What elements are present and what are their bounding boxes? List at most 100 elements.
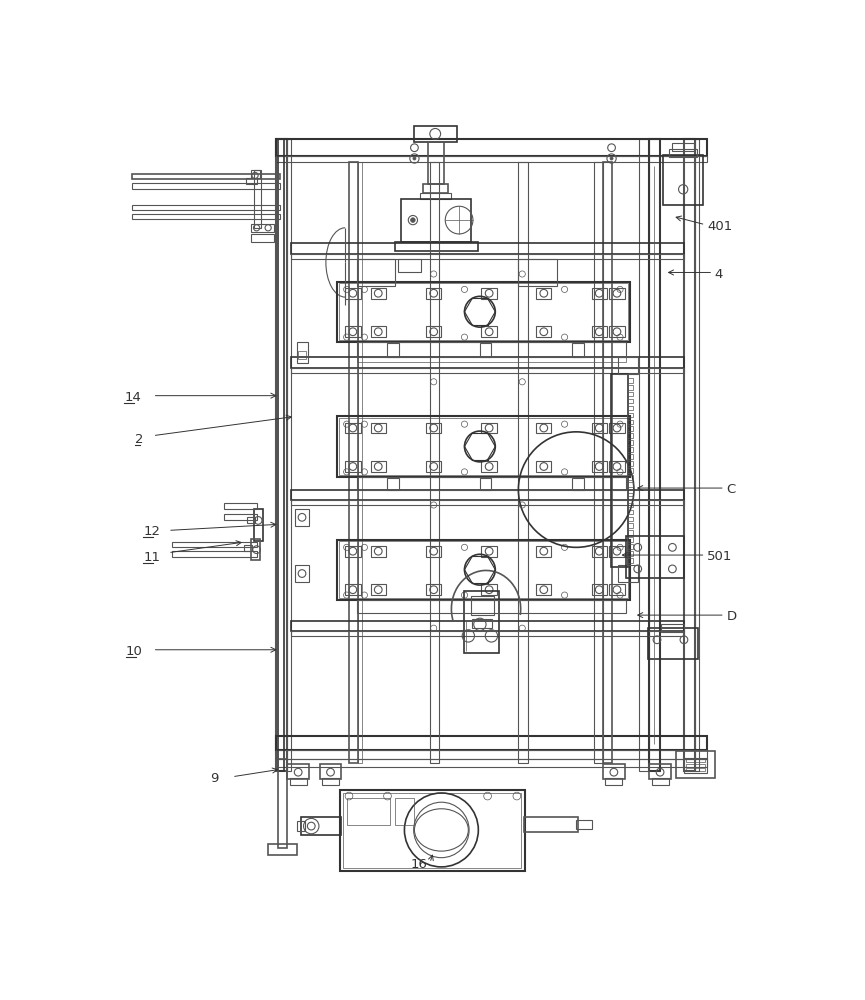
Bar <box>286 139 292 771</box>
Bar <box>268 844 298 855</box>
Bar <box>627 489 633 493</box>
Circle shape <box>411 218 415 222</box>
Bar <box>536 461 552 472</box>
Bar <box>247 517 255 523</box>
Bar <box>246 178 257 184</box>
Bar <box>426 326 441 337</box>
Bar <box>340 790 524 871</box>
Bar <box>627 496 633 500</box>
Text: C: C <box>727 483 735 496</box>
Bar <box>279 759 287 848</box>
Bar <box>398 259 421 272</box>
Bar <box>339 418 629 475</box>
Bar <box>606 778 622 785</box>
Bar <box>573 478 584 490</box>
Bar <box>695 139 699 771</box>
Bar <box>370 461 386 472</box>
Bar <box>672 143 694 151</box>
Bar <box>276 139 707 156</box>
Bar <box>370 584 386 595</box>
Bar <box>292 254 684 259</box>
Text: 14: 14 <box>125 391 141 404</box>
Bar <box>276 156 707 162</box>
Bar <box>370 326 386 337</box>
Text: 11: 11 <box>144 551 160 564</box>
Bar <box>356 342 626 357</box>
Bar <box>663 155 703 205</box>
Bar <box>345 288 361 299</box>
Bar <box>428 142 444 184</box>
Bar <box>290 778 306 785</box>
Bar <box>576 820 592 829</box>
Bar <box>320 764 342 779</box>
Bar <box>224 503 257 509</box>
Bar <box>480 343 491 357</box>
Bar <box>426 461 441 472</box>
Bar <box>482 546 497 557</box>
Bar <box>626 536 684 578</box>
Bar <box>524 817 578 832</box>
Bar <box>627 475 633 480</box>
Bar <box>686 764 705 767</box>
Text: 16: 16 <box>411 858 427 871</box>
Bar <box>518 259 557 286</box>
Bar <box>627 433 633 438</box>
Bar <box>609 584 625 595</box>
Bar <box>627 385 633 389</box>
Bar <box>611 374 628 567</box>
Bar <box>651 778 669 785</box>
Text: 9: 9 <box>210 772 219 785</box>
Bar <box>627 447 633 452</box>
Bar <box>388 478 399 490</box>
Bar <box>172 542 257 547</box>
Bar <box>684 758 707 773</box>
Bar <box>395 242 478 251</box>
Bar <box>627 461 633 466</box>
Bar <box>301 817 342 835</box>
Bar <box>650 139 660 771</box>
Bar <box>609 461 625 472</box>
Bar <box>292 500 684 505</box>
Bar <box>609 326 625 337</box>
Bar <box>414 126 457 142</box>
Bar <box>536 584 552 595</box>
Bar <box>298 821 305 831</box>
Bar <box>297 342 308 363</box>
Bar <box>370 288 386 299</box>
Bar <box>627 530 633 535</box>
Bar <box>370 423 386 433</box>
Bar <box>592 288 607 299</box>
Bar <box>618 357 638 374</box>
Bar <box>426 423 441 433</box>
Bar <box>295 565 309 582</box>
Bar <box>594 162 603 763</box>
Bar <box>348 798 390 825</box>
Bar <box>131 174 279 179</box>
Bar <box>426 288 441 299</box>
Bar <box>131 205 279 210</box>
Bar <box>592 584 607 595</box>
Bar <box>592 461 607 472</box>
Bar <box>292 368 684 373</box>
Bar <box>423 184 448 193</box>
Bar <box>686 759 705 762</box>
Bar <box>370 546 386 557</box>
Bar <box>251 170 260 178</box>
Bar <box>573 343 584 357</box>
Bar <box>131 214 279 219</box>
Bar <box>627 503 633 507</box>
Bar <box>482 584 497 595</box>
Bar <box>276 750 707 759</box>
Bar <box>627 378 633 383</box>
Bar <box>251 234 274 242</box>
Bar <box>295 509 309 526</box>
Bar <box>356 477 626 490</box>
Bar <box>618 565 638 582</box>
Bar <box>345 584 361 595</box>
Bar <box>670 149 697 157</box>
Bar <box>224 514 257 520</box>
Circle shape <box>610 157 613 160</box>
Bar <box>650 764 671 779</box>
Bar <box>627 517 633 521</box>
Bar <box>627 510 633 514</box>
